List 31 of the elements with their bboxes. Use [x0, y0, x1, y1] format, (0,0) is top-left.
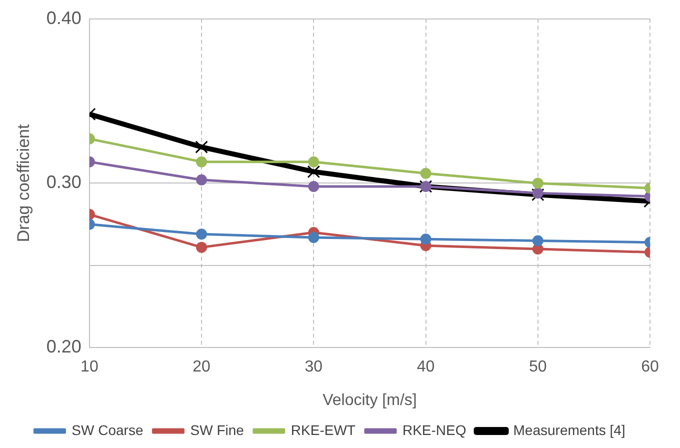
legend-label: SW Fine	[190, 422, 244, 438]
legend-label: SW Coarse	[72, 422, 144, 438]
legend-label: Measurements [4]	[513, 422, 626, 438]
point	[531, 188, 544, 202]
x-tick-label: 40	[416, 358, 435, 376]
x-axis-title: Velocity [m/s]	[322, 392, 417, 409]
point	[532, 188, 544, 199]
y-tick-label: 0.20	[46, 336, 82, 357]
point	[532, 235, 544, 246]
point	[308, 156, 320, 168]
x-tick-label: 20	[192, 358, 211, 376]
y-axis-title: Drag coefficient	[14, 124, 33, 242]
y-tick-label: 0.40	[46, 8, 82, 28]
point	[308, 232, 320, 243]
point	[308, 180, 320, 192]
y-tick-label: 0.30	[46, 172, 82, 192]
point	[196, 242, 208, 253]
legend-label: RKE-NEQ	[402, 422, 466, 438]
point	[196, 174, 208, 186]
x-tick-label: 30	[304, 358, 323, 376]
legend-label: RKE-EWT	[290, 422, 356, 438]
point	[196, 156, 208, 168]
x-tick-label: 50	[528, 358, 547, 376]
point	[307, 165, 320, 178]
x-tick-label: 10	[80, 358, 98, 376]
point	[420, 234, 432, 245]
point	[420, 168, 432, 179]
point	[195, 140, 208, 154]
point	[532, 178, 544, 189]
x-tick-label: 60	[641, 358, 659, 376]
point	[196, 228, 208, 240]
